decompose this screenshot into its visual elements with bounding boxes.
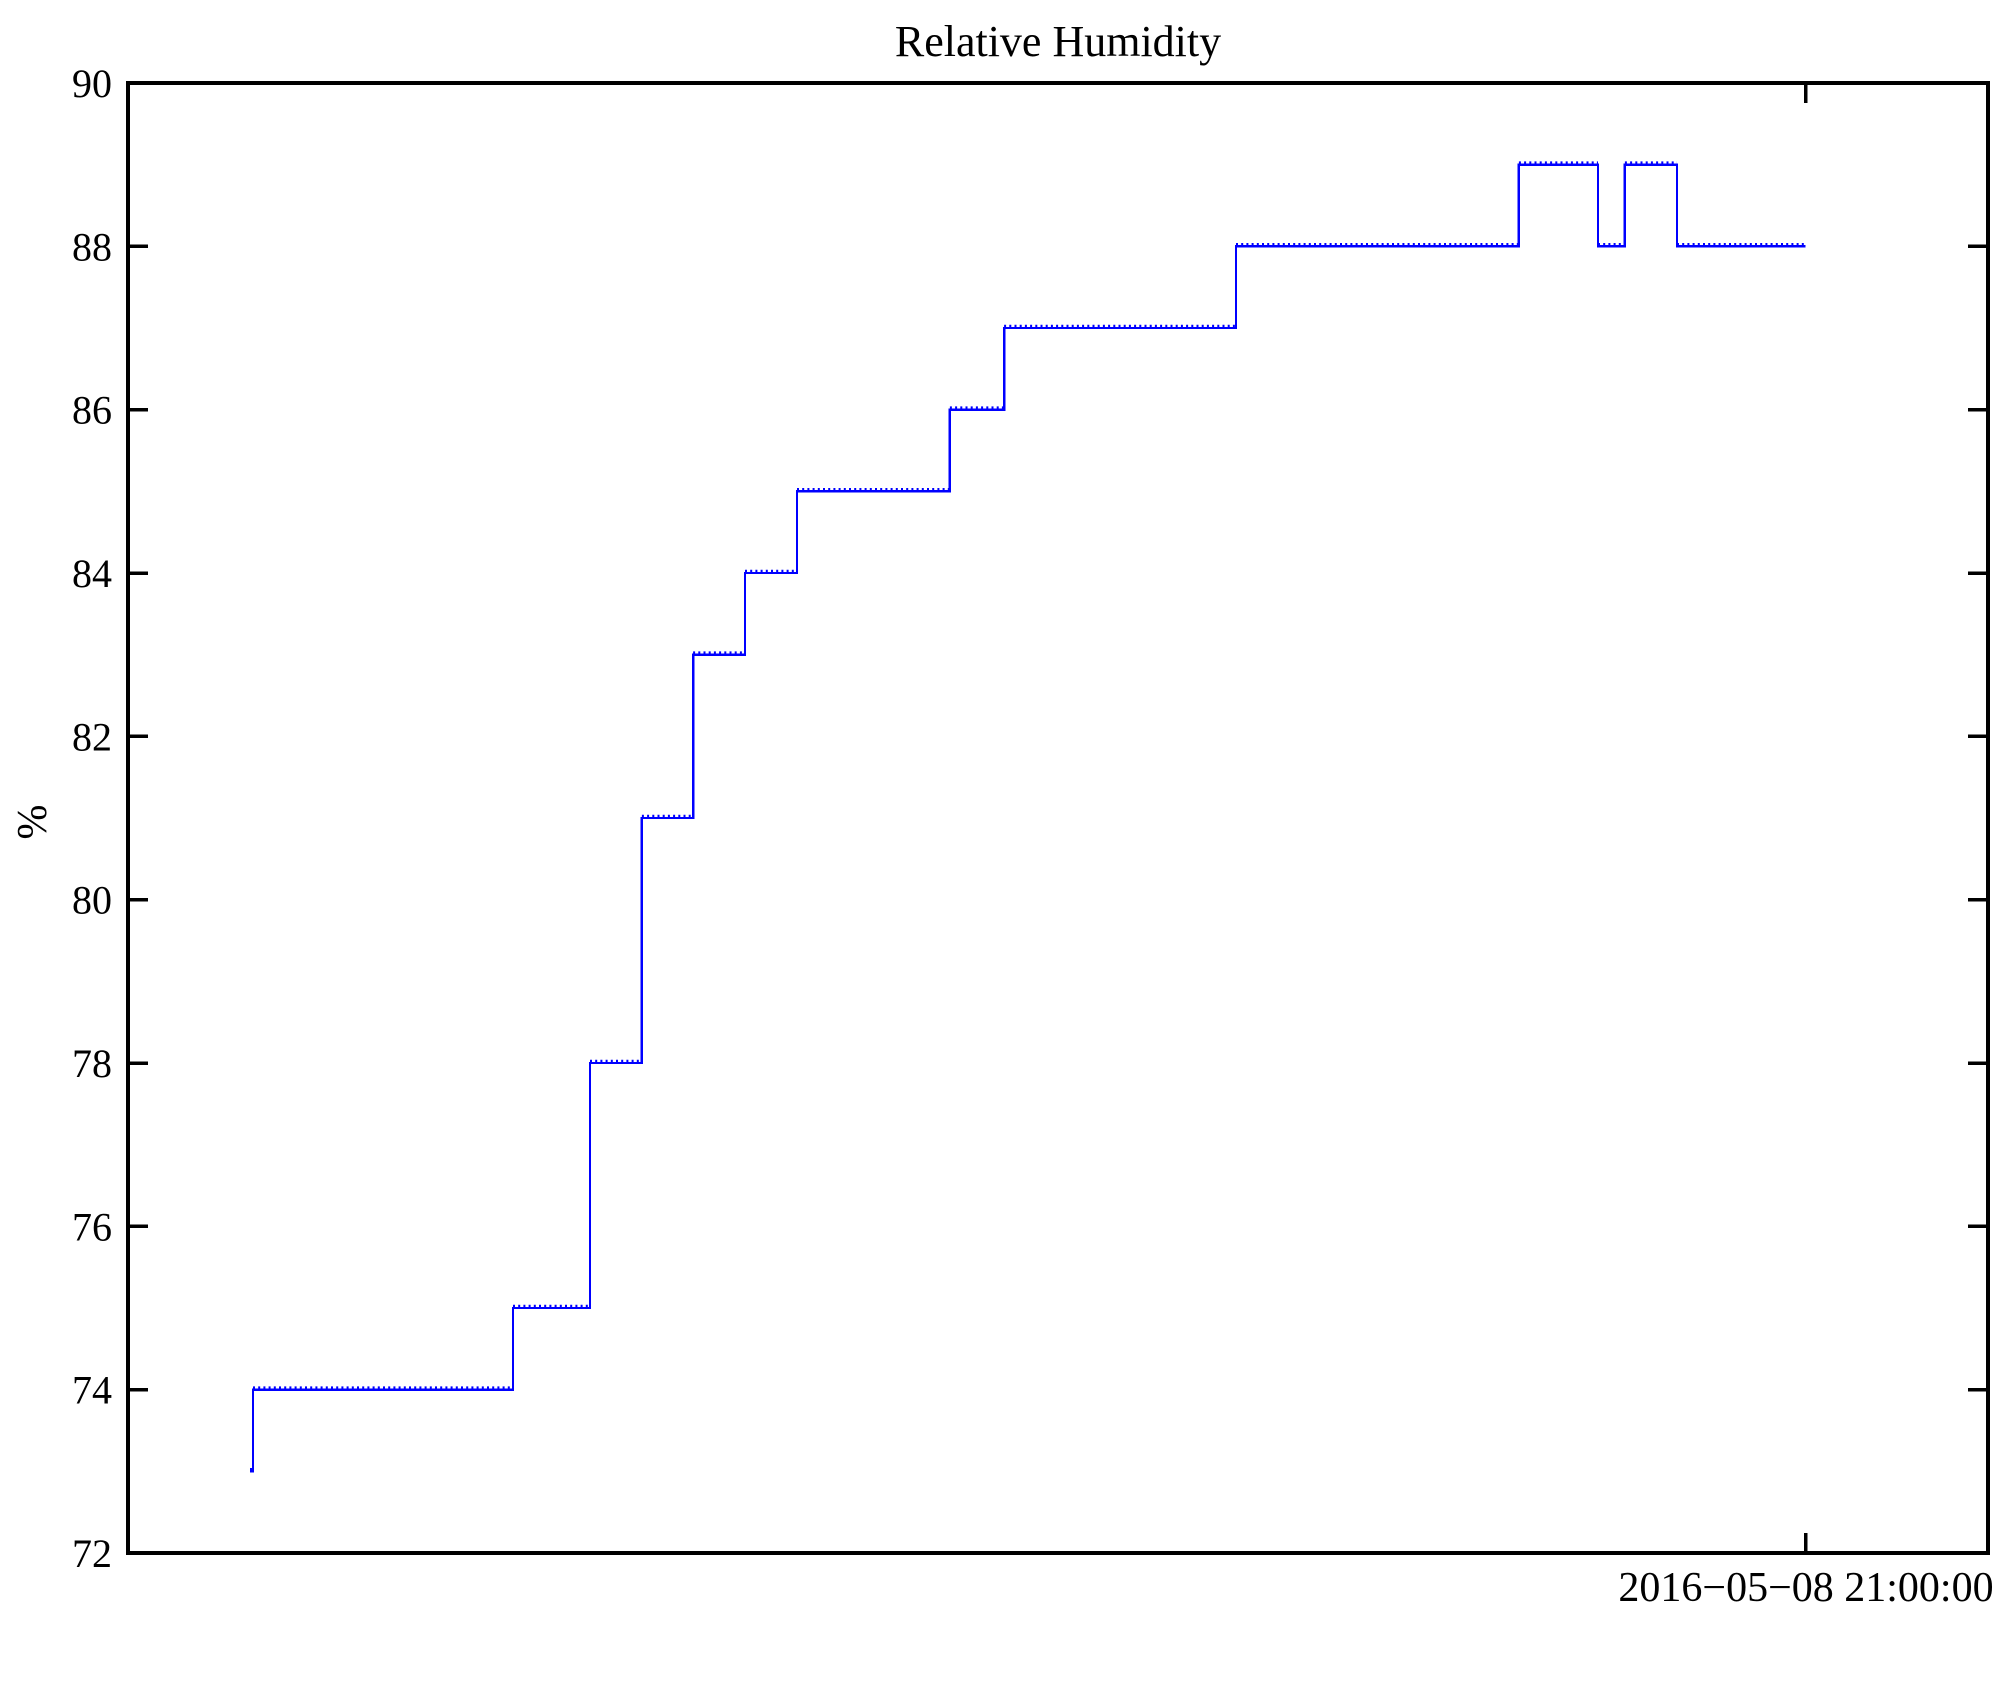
- svg-text:76: 76: [72, 1204, 112, 1249]
- svg-text:88: 88: [72, 224, 112, 269]
- svg-text:90: 90: [72, 61, 112, 106]
- chart-title: Relative Humidity: [894, 17, 1222, 66]
- svg-text:84: 84: [72, 551, 112, 596]
- x-axis-tick-label: 2016−05−08 21:00:00: [1618, 1565, 1994, 1611]
- svg-text:80: 80: [72, 878, 112, 923]
- humidity-step-line: [250, 161, 1806, 1473]
- svg-text:86: 86: [72, 388, 112, 433]
- svg-text:74: 74: [72, 1368, 112, 1413]
- axis-ticks: [128, 81, 1988, 1555]
- svg-text:82: 82: [72, 714, 112, 759]
- plot-frame: [126, 81, 1990, 1555]
- svg-text:78: 78: [72, 1041, 112, 1086]
- y-tick-labels: 72 74 76 78 80 82 84 86 88 90: [72, 61, 112, 1576]
- y-axis-label: %: [10, 804, 56, 840]
- svg-text:72: 72: [72, 1531, 112, 1576]
